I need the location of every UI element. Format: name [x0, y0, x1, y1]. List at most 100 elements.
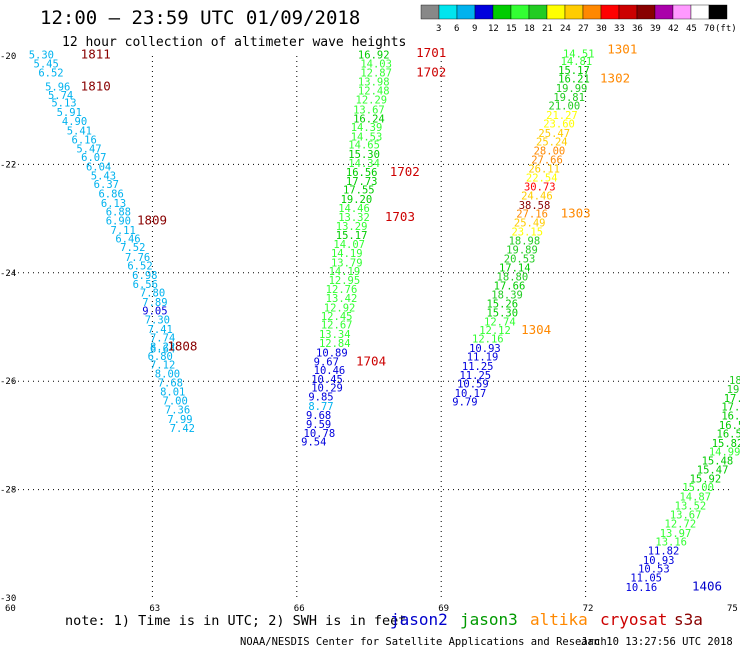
swh-value: 25.47 — [538, 128, 570, 140]
swh-value: 7.52 — [120, 242, 145, 254]
rev-number-label: 1301 — [607, 41, 637, 56]
satellite-name: jason2 — [390, 610, 448, 629]
y-tick-label: -24 — [0, 269, 16, 279]
swh-value: 19.20 — [341, 194, 373, 206]
swh-value: 19. — [727, 384, 740, 396]
x-tick-label: 72 — [583, 604, 594, 614]
y-tick-label: -26 — [0, 377, 16, 387]
swh-value: 12.84 — [319, 338, 351, 350]
x-tick-label: 69 — [438, 604, 449, 614]
colorbar-swatch — [582, 4, 602, 20]
rev-number-label: 1303 — [561, 206, 591, 221]
swh-value: 13.42 — [326, 293, 358, 305]
swh-value: 38.58 — [519, 200, 551, 212]
swh-value: 7.76 — [125, 252, 150, 264]
swh-value: 12.16 — [472, 334, 504, 346]
swh-value: 6.90 — [106, 216, 131, 228]
swh-value: 15.30 — [486, 308, 518, 320]
swh-value: 13.29 — [336, 221, 368, 233]
colorbar-label: 9 — [472, 24, 477, 34]
satellite-name: cryosat — [600, 610, 667, 629]
swh-value: 14.03 — [360, 58, 392, 70]
swh-value: 4.90 — [62, 116, 87, 128]
swh-value: 14.99 — [709, 446, 740, 458]
swh-value: 15.92 — [690, 474, 722, 486]
swh-value: 6.98 — [132, 270, 157, 282]
swh-value: 13.67 — [353, 104, 385, 116]
x-tick-label: 60 — [5, 604, 16, 614]
y-tick-label: -28 — [0, 486, 16, 496]
y-tick-label: -22 — [0, 160, 16, 170]
swh-value: 13.52 — [675, 501, 707, 513]
colorbar-label: 12 — [488, 24, 499, 34]
swh-value: 5.91 — [57, 107, 82, 119]
axis-ticks: 60 63 66 69 72 75 -20 -22 -24 -26 -28 -30 — [0, 52, 738, 614]
swh-value: 16.92 — [358, 50, 390, 62]
swh-value: 7.30 — [145, 315, 170, 327]
generated-timestamp: Jan 10 13:27:56 UTC 2018 — [581, 636, 733, 648]
swh-value: 16.53 — [717, 429, 740, 441]
colorbar-swatch — [564, 4, 584, 20]
swh-value: 14.53 — [351, 132, 383, 144]
swh-value: 12.87 — [360, 68, 392, 80]
swh-value: 12.95 — [329, 275, 361, 287]
swh-value: 17.55 — [343, 185, 375, 197]
swh-value: 7.41 — [148, 324, 173, 336]
swh-value: 9.54 — [301, 437, 326, 449]
colorbar-label: 33 — [614, 24, 625, 34]
swh-value: 25.24 — [536, 136, 568, 148]
swh-value: 5.41 — [67, 126, 92, 138]
swh-value: 6.64 — [150, 343, 175, 355]
swh-value: 12.48 — [358, 85, 390, 97]
swh-value: 19.89 — [506, 244, 538, 256]
swh-value: 16.24 — [353, 114, 385, 126]
swh-value: 10.29 — [311, 382, 343, 394]
swh-value: 14.51 — [563, 49, 595, 61]
swh-value: 27.66 — [531, 154, 563, 166]
swh-value: 18. — [729, 375, 740, 387]
colorbar-swatch — [528, 4, 548, 20]
swh-value: 6.37 — [94, 179, 119, 191]
satellite-legend: jason2 jason3 altika cryosat s3a — [390, 610, 703, 629]
x-tick-label: 63 — [149, 604, 160, 614]
swh-value: 13.98 — [358, 76, 390, 88]
colorbar-legend: 3 6 9 12 15 18 21 24 27 30 33 36 39 42 45 70 (ft) — [420, 4, 737, 34]
swh-value: 18.98 — [509, 236, 541, 248]
swh-value: 14.39 — [351, 122, 383, 134]
swh-value: 14.65 — [348, 140, 380, 152]
swh-value: 6.52 — [38, 68, 63, 80]
colorbar-swatch — [546, 4, 566, 20]
swh-value: 14.46 — [338, 203, 370, 215]
swh-value: 17.1 — [721, 401, 740, 413]
swh-value: 14.81 — [561, 56, 593, 68]
swh-value: 13.67 — [670, 509, 702, 521]
y-tick-label: -30 — [0, 594, 16, 604]
swh-value: 16.56 — [346, 167, 378, 179]
swh-value: 12.72 — [665, 519, 697, 531]
swh-value: 6.13 — [101, 198, 126, 210]
colorbar-swatch — [474, 4, 494, 20]
swh-value: 7.74 — [150, 333, 175, 345]
swh-value: 6.16 — [72, 134, 97, 146]
swh-value: 13.79 — [331, 257, 363, 269]
rev-number-label: 1701 — [416, 45, 446, 60]
rev-number-label: 1406 — [692, 578, 722, 593]
swh-value: 11.19 — [467, 352, 499, 364]
colorbar-swatch — [456, 4, 476, 20]
swh-value: 7.99 — [167, 414, 192, 426]
swh-value: 8.77 — [308, 401, 333, 413]
swh-value: 10.46 — [314, 365, 346, 377]
swh-value: 12.76 — [326, 284, 358, 296]
colorbar-swatch — [618, 4, 638, 20]
swh-value: 6.04 — [86, 161, 111, 173]
swh-value: 6.86 — [98, 188, 123, 200]
swh-value: 8.22 — [150, 341, 175, 353]
swh-value: 14.19 — [329, 266, 361, 278]
swh-value: 7.68 — [158, 378, 183, 390]
swh-value: 15.00 — [682, 482, 714, 494]
swh-value: 17.14 — [499, 263, 531, 275]
swh-observations: 5.305.456.525.965.745.135.914.905.416.16… — [29, 49, 740, 594]
swh-value: 9.85 — [308, 392, 333, 404]
swh-value: 5.74 — [48, 90, 73, 102]
swh-value: 12.29 — [356, 95, 388, 107]
